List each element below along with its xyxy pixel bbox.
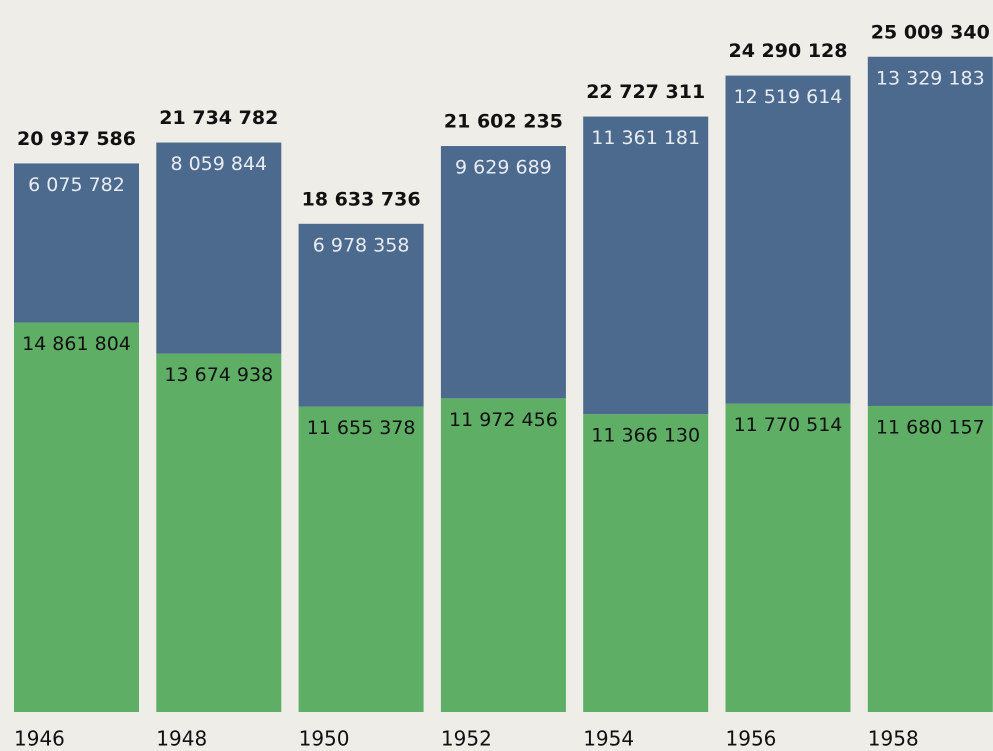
value-label: 11 366 130 <box>591 425 700 447</box>
x-tick-label: 1948 <box>156 727 207 751</box>
bar-segment <box>867 56 993 406</box>
value-label: 9 629 689 <box>455 157 552 179</box>
total-label: 24 290 128 <box>729 40 848 62</box>
value-label: 11 972 456 <box>449 409 558 431</box>
x-tick-label: 1950 <box>299 727 350 751</box>
x-tick-label: 1956 <box>726 727 777 751</box>
bar-segment <box>14 163 139 323</box>
value-label: 13 674 938 <box>164 364 273 386</box>
value-label: 13 329 183 <box>876 67 985 89</box>
bar-segment <box>867 405 993 712</box>
x-tick-label: 1952 <box>441 727 492 751</box>
bar-segment <box>14 322 139 712</box>
bar-segment <box>583 116 709 415</box>
bar-segment <box>298 223 424 407</box>
total-label: 20 937 586 <box>17 128 136 150</box>
value-label: 6 978 358 <box>313 234 410 256</box>
value-label: 6 075 782 <box>28 174 125 196</box>
bar-segment <box>440 146 566 399</box>
total-label: 25 009 340 <box>871 21 990 43</box>
bar-segment <box>725 75 851 404</box>
x-tick-label: 1954 <box>583 727 634 751</box>
value-label: 11 680 157 <box>876 416 985 438</box>
bar-segment <box>583 414 709 712</box>
total-label: 21 602 235 <box>444 111 563 133</box>
value-label: 11 770 514 <box>734 414 843 436</box>
total-label: 18 633 736 <box>302 188 421 210</box>
bar-segment <box>440 398 566 712</box>
x-tick-label: 1946 <box>14 727 65 751</box>
bar-segment <box>156 142 282 354</box>
bar-segment <box>725 403 851 712</box>
value-label: 12 519 614 <box>734 86 843 108</box>
bar-segment <box>298 406 424 712</box>
value-label: 11 361 181 <box>591 127 700 149</box>
value-label: 8 059 844 <box>170 153 267 175</box>
total-label: 21 734 782 <box>159 107 278 129</box>
value-label: 14 861 804 <box>22 333 131 355</box>
value-label: 11 655 378 <box>307 417 416 439</box>
x-tick-label: 1958 <box>868 727 919 751</box>
total-label: 22 727 311 <box>586 81 705 103</box>
bar-segment <box>156 353 282 712</box>
